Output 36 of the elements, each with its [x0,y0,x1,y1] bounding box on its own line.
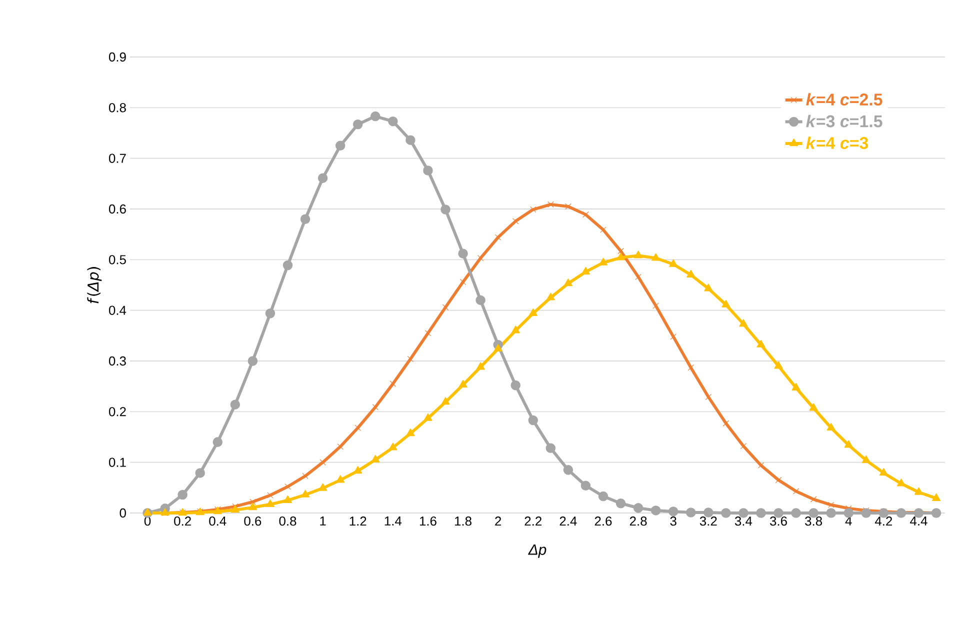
x-tick-label: 2 [495,516,502,526]
x-tick-label: 2.2 [524,516,542,526]
y-tick-label: 0.3 [108,356,126,366]
x-tick-label: 0.6 [244,516,262,526]
x-tick-label: 0.4 [209,516,226,526]
x-tick-label: 1.8 [455,516,472,526]
x-tick-label: 0.8 [279,516,296,526]
x-tick-label: 3 [670,516,676,526]
y-tick-label: 0.2 [108,407,126,416]
y-tick-label: 0 [120,508,126,518]
x-tick-label: 1.6 [420,516,436,526]
legend-label: k=4 c=3 [806,136,868,150]
y-tick-label: 0.8 [108,103,126,112]
x-tick-label: 1 [320,516,326,526]
x-tick-label: 2.8 [630,516,647,526]
y-tick-label: 0.6 [108,204,126,214]
x-tick-label: 2.4 [560,516,577,526]
y-tick-label: 0.7 [108,154,126,163]
x-tick-label: 3.4 [734,516,752,526]
y-tick-label: 0.9 [108,52,126,62]
y-tick-label: 0.5 [108,255,126,264]
legend-label: k=3 c=1.5 [806,114,882,128]
x-tick-label: 4.4 [910,516,928,526]
x-tick-label: 3.8 [805,516,822,526]
x-tick-label: 1.2 [350,516,366,526]
x-tick-label: 3.6 [770,516,787,526]
x-axis-title: Δp [528,544,546,558]
y-tick-label: 0.4 [108,306,126,315]
x-tick-label: 2.6 [594,516,612,526]
y-axis-title: f(Δp) [87,267,102,304]
x-tick-label: 0.2 [174,516,191,526]
x-tick-label: 3.2 [700,516,717,526]
x-tick-label: 4.2 [874,516,892,526]
y-tick-label: 0.1 [108,458,126,467]
x-tick-label: 1.4 [384,516,402,526]
legend-label: k=4 c=2.5 [806,93,882,106]
